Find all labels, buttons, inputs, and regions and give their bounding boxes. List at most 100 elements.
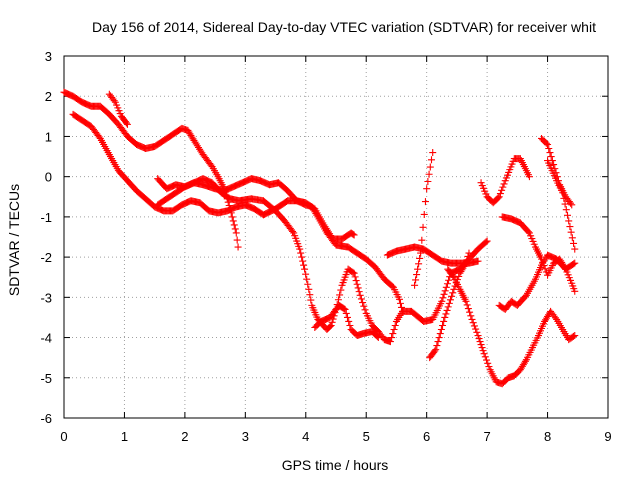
data-point [568,201,576,209]
data-point [349,230,357,238]
data-point [461,261,469,269]
data-point [525,173,533,181]
data-marks [60,88,579,388]
data-point [546,149,554,157]
data-point [426,163,434,171]
data-point [397,303,405,311]
series-arc-2 [69,110,358,243]
x-tick-label: 4 [302,429,309,444]
x-tick-label: 7 [483,429,490,444]
data-point [289,227,297,235]
data-point [443,280,451,288]
data-point [560,194,568,202]
series-arc-13 [495,251,579,313]
data-point [568,234,576,242]
data-point [463,256,471,264]
data-point [484,359,492,367]
data-point [303,275,311,283]
data-point [299,257,307,265]
series-arc-5 [154,175,491,346]
data-point [463,301,471,309]
x-tick-label: 6 [423,429,430,444]
data-point [481,353,489,361]
data-point [464,305,472,313]
data-point [441,287,449,295]
data-point [352,277,360,285]
data-point [396,299,404,307]
data-point [110,97,118,105]
data-point [123,120,131,128]
y-tick-label: -5 [40,371,52,386]
data-point [494,194,502,202]
y-tick-labels: -6 -5 -4 -3 -2 -1 0 1 2 3 [40,49,52,426]
data-point [544,140,552,148]
data-point [483,356,491,364]
data-point [354,284,362,292]
data-point [190,136,198,144]
data-point [429,149,437,157]
data-point [541,265,549,273]
data-point [390,326,398,334]
data-point [436,330,444,338]
data-point [564,211,572,219]
data-point [462,297,470,305]
data-point [438,297,446,305]
y-tick-label: -3 [40,290,52,305]
data-point [570,332,578,340]
data-point [414,265,422,273]
data-point [328,318,336,326]
data-point [340,305,348,313]
data-point [440,290,448,298]
data-point [234,243,242,251]
data-point [361,306,369,314]
data-point [350,231,358,239]
data-point [443,306,451,314]
axis-ticks [63,55,609,419]
data-point [355,288,363,296]
data-point [449,289,457,297]
data-point [565,217,573,225]
data-point [337,286,345,294]
data-point [545,145,553,153]
x-tick-label: 2 [181,429,188,444]
data-point [432,346,440,354]
data-point [439,321,447,329]
plot-frame [63,55,609,419]
data-point [419,223,427,231]
data-point [468,315,476,323]
data-point [122,119,130,127]
data-point [469,319,477,327]
data-point [351,273,359,281]
data-point [191,138,199,146]
y-tick-label: -6 [40,411,52,426]
data-point [462,259,470,267]
x-tick-label: 5 [363,429,370,444]
data-point [444,303,452,311]
data-point [499,183,507,191]
data-point [296,245,304,253]
data-point [562,206,570,214]
y-tick-label: 3 [45,49,52,64]
data-point [437,326,445,334]
data-point [542,139,550,147]
data-point [415,260,423,268]
data-point [446,296,454,304]
data-point [305,285,313,293]
data-point [386,338,394,346]
data-point [343,313,351,321]
data-point [473,328,481,336]
data-point [550,161,558,169]
data-point [207,161,215,169]
data-point [194,144,202,152]
data-point [445,276,453,284]
data-point [445,299,453,307]
data-point [359,299,367,307]
data-point [571,287,579,295]
data-point [450,285,458,293]
chart-title: Day 156 of 2014, Sidereal Day-to-day VTE… [92,19,596,35]
data-point [442,310,450,318]
y-tick-label: 1 [45,129,52,144]
data-point [472,325,480,333]
data-point [478,344,486,352]
data-point [448,292,456,300]
